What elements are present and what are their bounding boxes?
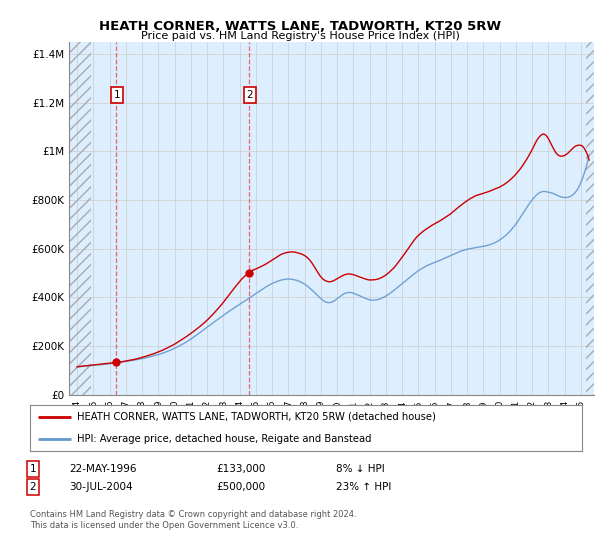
Text: HEATH CORNER, WATTS LANE, TADWORTH, KT20 5RW (detached house): HEATH CORNER, WATTS LANE, TADWORTH, KT20… <box>77 412 436 422</box>
Text: 2: 2 <box>29 482 37 492</box>
Text: £133,000: £133,000 <box>216 464 265 474</box>
Text: HPI: Average price, detached house, Reigate and Banstead: HPI: Average price, detached house, Reig… <box>77 434 371 444</box>
Text: 8% ↓ HPI: 8% ↓ HPI <box>336 464 385 474</box>
Bar <box>586 42 594 395</box>
Text: 22-MAY-1996: 22-MAY-1996 <box>69 464 137 474</box>
Bar <box>69 42 91 395</box>
Text: 1: 1 <box>113 90 120 100</box>
Text: This data is licensed under the Open Government Licence v3.0.: This data is licensed under the Open Gov… <box>30 521 298 530</box>
Text: Contains HM Land Registry data © Crown copyright and database right 2024.: Contains HM Land Registry data © Crown c… <box>30 510 356 519</box>
Text: 30-JUL-2004: 30-JUL-2004 <box>69 482 133 492</box>
Text: £500,000: £500,000 <box>216 482 265 492</box>
Text: 23% ↑ HPI: 23% ↑ HPI <box>336 482 391 492</box>
Text: 1: 1 <box>29 464 37 474</box>
Bar <box>69 42 91 395</box>
Text: 2: 2 <box>247 90 253 100</box>
Text: HEATH CORNER, WATTS LANE, TADWORTH, KT20 5RW: HEATH CORNER, WATTS LANE, TADWORTH, KT20… <box>99 20 501 32</box>
Text: Price paid vs. HM Land Registry's House Price Index (HPI): Price paid vs. HM Land Registry's House … <box>140 31 460 41</box>
